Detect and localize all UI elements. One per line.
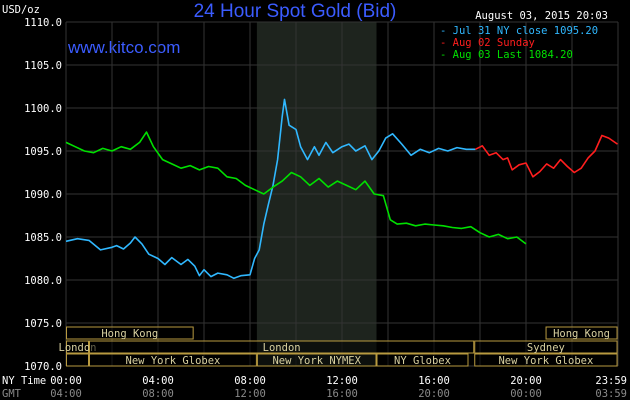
y-tick-label-7: 1075.0 [24, 318, 62, 330]
legend-item-aug02: - Aug 02 Sunday [440, 37, 535, 49]
session-label-0: Hong Kong [101, 328, 158, 340]
chart-title: 24 Hour Spot Gold (Bid) [194, 1, 397, 22]
session-band-3 [89, 340, 475, 354]
session-label-8: NY Globex [394, 355, 451, 367]
legend-item-aug03: - Aug 03 Last 1084.20 [440, 49, 573, 61]
x-tick-ny-2: 08:00 [234, 375, 266, 387]
x-tick-ny-1: 04:00 [142, 375, 174, 387]
session-band-7 [256, 353, 377, 367]
session-band-4 [474, 340, 618, 354]
session-label-9: New York Globex [498, 355, 593, 367]
y-tick-label-2: 1100.0 [24, 103, 62, 115]
y-tick-label-3: 1095.0 [24, 146, 62, 158]
series-line-0 [65, 98, 476, 280]
x-tick-ny-4: 16:00 [418, 375, 450, 387]
y-tick-label-8: 1070.0 [24, 361, 62, 373]
chart-date: August 03, 2015 20:03 [475, 10, 608, 22]
session-label-4: Sydney [527, 342, 565, 354]
session-band-8 [376, 353, 469, 367]
session-band-6 [89, 353, 257, 367]
session-label-3: London [263, 342, 301, 354]
x-tick-ny-0: 00:00 [50, 375, 82, 387]
session-label-1: Hong Kong [553, 328, 610, 340]
x-tick-gmt-0: 04:00 [50, 388, 82, 400]
x-tick-gmt-5: 00:00 [510, 388, 542, 400]
x-tick-labels: 00:0004:0004:0008:0008:0012:0012:0016:00… [50, 375, 627, 400]
website-label: www.kitco.com [67, 38, 180, 57]
x-tick-gmt-1: 08:00 [142, 388, 174, 400]
session-band-1 [545, 326, 618, 340]
y-tick-label-4: 1090.0 [24, 189, 62, 201]
series-line-2 [65, 131, 527, 245]
x-tick-gmt-6: 03:59 [595, 388, 627, 400]
session-band-0 [66, 326, 194, 340]
gmt-label: GMT [2, 388, 22, 400]
session-label-6: New York Globex [126, 355, 221, 367]
legend-item-jul31: - Jul 31 NY close 1095.20 [440, 25, 598, 37]
series-line-1 [475, 134, 618, 178]
x-tick-ny-3: 12:00 [326, 375, 358, 387]
y-tick-label-1: 1105.0 [24, 60, 62, 72]
session-label-7: New York NYMEX [272, 355, 361, 367]
x-tick-gmt-2: 12:00 [234, 388, 266, 400]
x-tick-ny-5: 20:00 [510, 375, 542, 387]
grid-lines [65, 21, 619, 367]
y-tick-label-5: 1085.0 [24, 232, 62, 244]
y-tick-label-6: 1080.0 [24, 275, 62, 287]
x-tick-ny-6: 23:59 [595, 375, 627, 387]
y-tick-labels: 1110.0 1105.0 1100.0 1095.0 1090.0 1085.0 1080… [24, 17, 62, 373]
session-band-2 [66, 340, 89, 354]
price-series [65, 98, 618, 280]
y-tick-label-0: 1110.0 [24, 17, 62, 29]
x-tick-gmt-4: 20:00 [418, 388, 450, 400]
session-label-2: London [59, 342, 97, 354]
x-tick-gmt-3: 16:00 [326, 388, 358, 400]
legend: - Jul 31 NY close 1095.20 - Aug 02 Sunda… [440, 25, 598, 61]
session-band-5 [66, 353, 89, 367]
y-unit-label: USD/oz [2, 4, 40, 16]
ny-time-label: NY Time [2, 375, 46, 387]
session-band-9 [474, 353, 618, 367]
